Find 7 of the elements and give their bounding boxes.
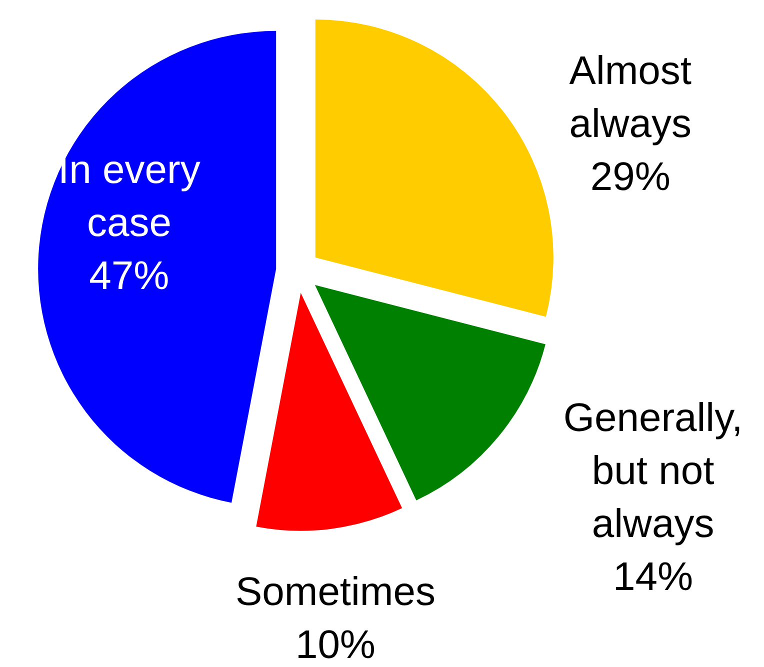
data-label: 14%: [613, 555, 694, 600]
slice-label: Sometimes: [235, 570, 436, 614]
data-label: 10%: [295, 623, 376, 667]
data-label: 29%: [590, 154, 670, 199]
slice-label: Almost always: [569, 48, 692, 146]
data-label: 47%: [89, 254, 170, 298]
slice-label: Generally, but not always: [563, 396, 743, 546]
